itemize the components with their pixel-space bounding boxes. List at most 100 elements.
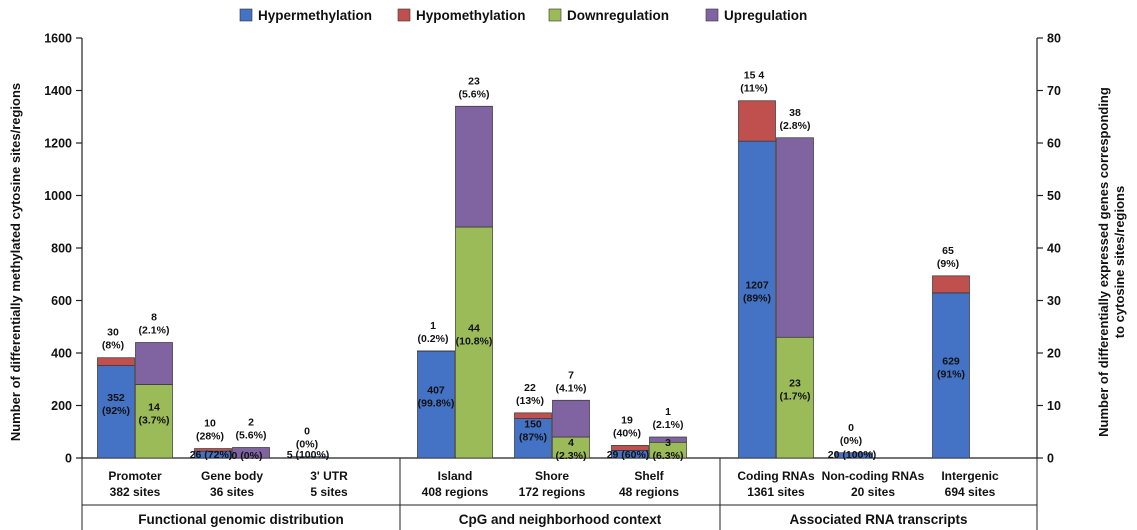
group-label: Associated RNA transcripts	[789, 512, 967, 527]
category-label: Coding RNAs	[737, 469, 815, 483]
left-tick-label: 1600	[44, 32, 72, 46]
right-tick-label: 60	[1047, 137, 1061, 151]
data-label-upregulation: (4.1%)	[556, 382, 587, 394]
legend-swatch-downregulation	[548, 8, 562, 22]
left-tick-label: 200	[51, 399, 72, 413]
data-label-hypomethylation: (0%)	[296, 439, 318, 451]
data-label-hypermethylation: 1207	[745, 280, 769, 292]
data-label-downregulation: 14	[148, 401, 160, 413]
data-label-hypomethylation: 30	[107, 327, 119, 339]
left-tick-label: 800	[51, 242, 72, 256]
right-tick-label: 20	[1047, 347, 1061, 361]
right-axis-title: to cytosine sites/regions	[1112, 186, 1127, 338]
category-sublabel: 36 sites	[210, 485, 254, 499]
data-label-hypermethylation: (87%)	[519, 431, 547, 443]
bar-upregulation	[232, 447, 270, 459]
data-label-hypomethylation: (40%)	[613, 427, 641, 439]
data-label-upregulation: 2	[248, 417, 254, 429]
data-label-hypomethylation: (9%)	[937, 258, 959, 270]
data-label-hypermethylation: (91%)	[937, 368, 965, 380]
category-label: Shelf	[634, 469, 664, 483]
data-label-hypermethylation: 352	[107, 392, 125, 404]
right-axis-title: Number of differentially expressed genes…	[1096, 87, 1111, 437]
data-label-hypermethylation: 629	[942, 355, 960, 367]
data-label-hypomethylation: (11%)	[740, 83, 767, 95]
bar-hypomethylation	[194, 448, 232, 452]
left-tick-label: 1000	[44, 189, 72, 203]
data-label-upregulation: (5.6%)	[459, 88, 490, 100]
data-label-upregulation: (5.6%)	[236, 430, 267, 442]
right-tick-label: 10	[1047, 399, 1061, 413]
data-label-hypermethylation: 26 (72%)	[190, 449, 233, 461]
right-tick-label: 70	[1047, 84, 1061, 98]
left-tick-label: 600	[51, 294, 72, 308]
left-tick-label: 0	[65, 452, 72, 466]
legend-label: Hypomethylation	[416, 8, 526, 23]
category-sublabel: 48 regions	[619, 485, 679, 499]
category-label: Island	[438, 469, 473, 483]
bar-downregulation	[455, 226, 493, 459]
bar-upregulation	[776, 137, 814, 338]
data-label-downregulation: (6.3%)	[653, 450, 684, 462]
bar-hypomethylation	[738, 100, 776, 142]
data-label-downregulation: 0 (0%)	[232, 450, 263, 462]
data-label-hypomethylation: (13%)	[516, 395, 544, 407]
data-label-hypermethylation: (99.8%)	[418, 398, 455, 410]
data-label-downregulation: 4	[568, 437, 574, 449]
data-label-downregulation: (3.7%)	[139, 414, 170, 426]
right-tick-label: 80	[1047, 32, 1061, 46]
bar-upregulation	[135, 342, 173, 385]
group-label: Functional genomic distribution	[138, 512, 344, 527]
legend-swatch-hypermethylation	[239, 8, 253, 22]
category-sublabel: 1361 sites	[747, 485, 805, 499]
bar-upregulation	[455, 105, 493, 228]
category-label: Intergenic	[941, 469, 999, 483]
data-label-hypermethylation: 29 (60%)	[607, 449, 650, 461]
bar-hypomethylation	[514, 412, 552, 419]
bar-hypermethylation	[738, 140, 776, 459]
bar-hypermethylation	[932, 292, 970, 459]
legend-label: Downregulation	[567, 8, 669, 23]
right-tick-label: 40	[1047, 242, 1061, 256]
data-label-hypermethylation: 5 (100%)	[287, 449, 330, 461]
data-label-hypermethylation: 20 (100%)	[828, 449, 876, 461]
data-label-downregulation: (10.8%)	[456, 336, 493, 348]
data-label-upregulation: 23	[468, 75, 480, 87]
data-label-hypermethylation: 407	[427, 385, 445, 397]
right-tick-label: 30	[1047, 294, 1061, 308]
bar-downregulation	[776, 336, 814, 459]
right-tick-label: 50	[1047, 189, 1061, 203]
left-tick-label: 1200	[44, 137, 72, 151]
data-label-hypomethylation: (0.2%)	[418, 333, 449, 345]
data-label-hypomethylation: 19	[621, 414, 633, 426]
bar-upregulation	[649, 436, 687, 443]
bar-upregulation	[552, 399, 590, 438]
left-axis-title: Number of differentially methylated cyto…	[8, 83, 23, 441]
left-tick-label: 1400	[44, 84, 72, 98]
data-label-hypomethylation: (8%)	[102, 340, 124, 352]
category-label: Shore	[535, 469, 569, 483]
data-label-upregulation: 38	[789, 107, 801, 119]
bar-hypermethylation	[514, 418, 552, 459]
category-sublabel: 694 sites	[945, 485, 996, 499]
data-label-hypomethylation: (0%)	[840, 435, 862, 447]
data-label-upregulation: 7	[568, 369, 574, 381]
data-label-upregulation: (2.8%)	[780, 120, 811, 132]
data-label-upregulation: 8	[151, 312, 157, 324]
data-label-hypomethylation: (28%)	[196, 431, 224, 443]
category-sublabel: 382 sites	[110, 485, 161, 499]
category-sublabel: 172 regions	[519, 485, 586, 499]
group-label: CpG and neighborhood context	[459, 512, 662, 527]
data-label-hypomethylation: 22	[524, 382, 536, 394]
data-label-hypomethylation: 0	[848, 422, 854, 434]
right-tick-label: 0	[1047, 452, 1054, 466]
category-label: Non-coding RNAs	[822, 469, 925, 483]
data-label-downregulation: 44	[468, 323, 480, 335]
data-label-hypermethylation: (89%)	[743, 293, 771, 305]
data-label-upregulation: (2.1%)	[139, 325, 170, 337]
left-tick-label: 400	[51, 347, 72, 361]
legend-label: Hypermethylation	[258, 8, 372, 23]
legend-swatch-hypomethylation	[397, 8, 411, 22]
data-label-hypermethylation: 150	[524, 418, 542, 430]
category-sublabel: 5 sites	[310, 485, 348, 499]
